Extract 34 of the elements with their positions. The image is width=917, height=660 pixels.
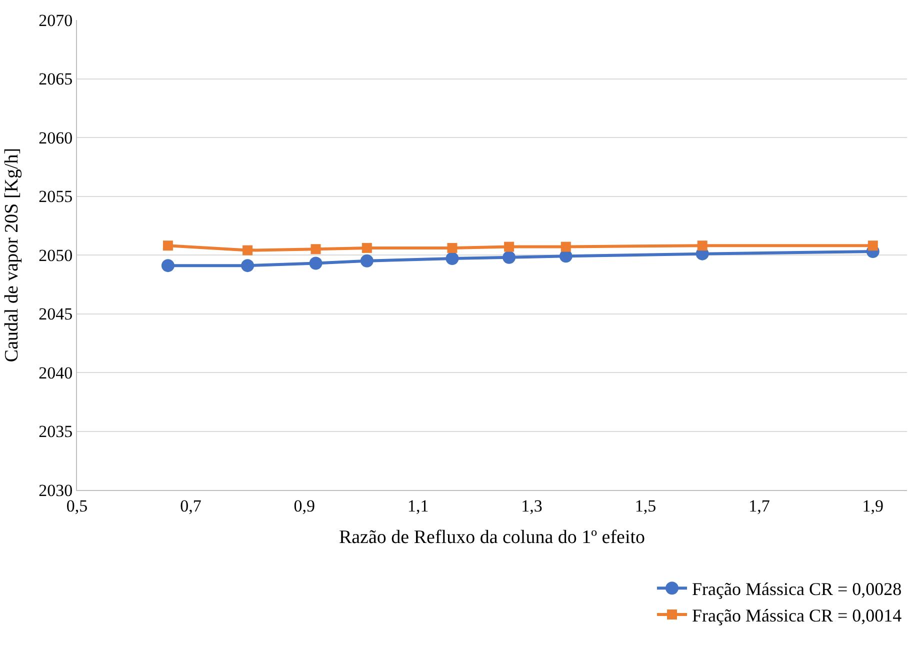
x-tick-label: 1,3 xyxy=(521,496,542,516)
y-tick-label: 2045 xyxy=(38,304,73,324)
y-tick-label: 2035 xyxy=(38,422,73,442)
x-tick-label: 1,7 xyxy=(748,496,770,516)
x-tick-label: 0,7 xyxy=(180,496,202,516)
y-tick-label: 2060 xyxy=(38,128,73,148)
y-tick-label: 2055 xyxy=(38,187,73,206)
point xyxy=(446,252,459,266)
point xyxy=(310,244,321,254)
point xyxy=(447,242,458,253)
y-tick-label: 2070 xyxy=(38,10,73,30)
point xyxy=(560,242,571,252)
point xyxy=(309,256,322,270)
point xyxy=(697,240,708,251)
point xyxy=(242,245,253,256)
point xyxy=(504,242,514,252)
x-tick-label: 1,5 xyxy=(634,496,656,516)
y-tick-label: 2065 xyxy=(38,70,73,89)
y-tick-label: 2040 xyxy=(38,363,73,382)
point xyxy=(360,254,374,268)
point xyxy=(241,259,254,272)
point xyxy=(362,242,372,253)
x-tick-label: 1,1 xyxy=(407,496,429,516)
point xyxy=(868,240,878,251)
point xyxy=(162,240,173,251)
y-tick-label: 2050 xyxy=(38,246,73,265)
point xyxy=(161,259,174,272)
y-axis-title: Caudal de vapor 20S [Kg/h] xyxy=(1,148,22,362)
legend-label: Fração Mássica CR = 0,0014 xyxy=(692,606,902,626)
point xyxy=(502,250,516,264)
x-tick-label: 1,9 xyxy=(862,496,884,516)
legend-label: Fração Mássica CR = 0,0028 xyxy=(692,579,902,600)
x-axis-title: Razão de Refluxo da coluna do 1º efeito xyxy=(338,527,646,548)
x-tick-label: 0,9 xyxy=(294,496,316,516)
